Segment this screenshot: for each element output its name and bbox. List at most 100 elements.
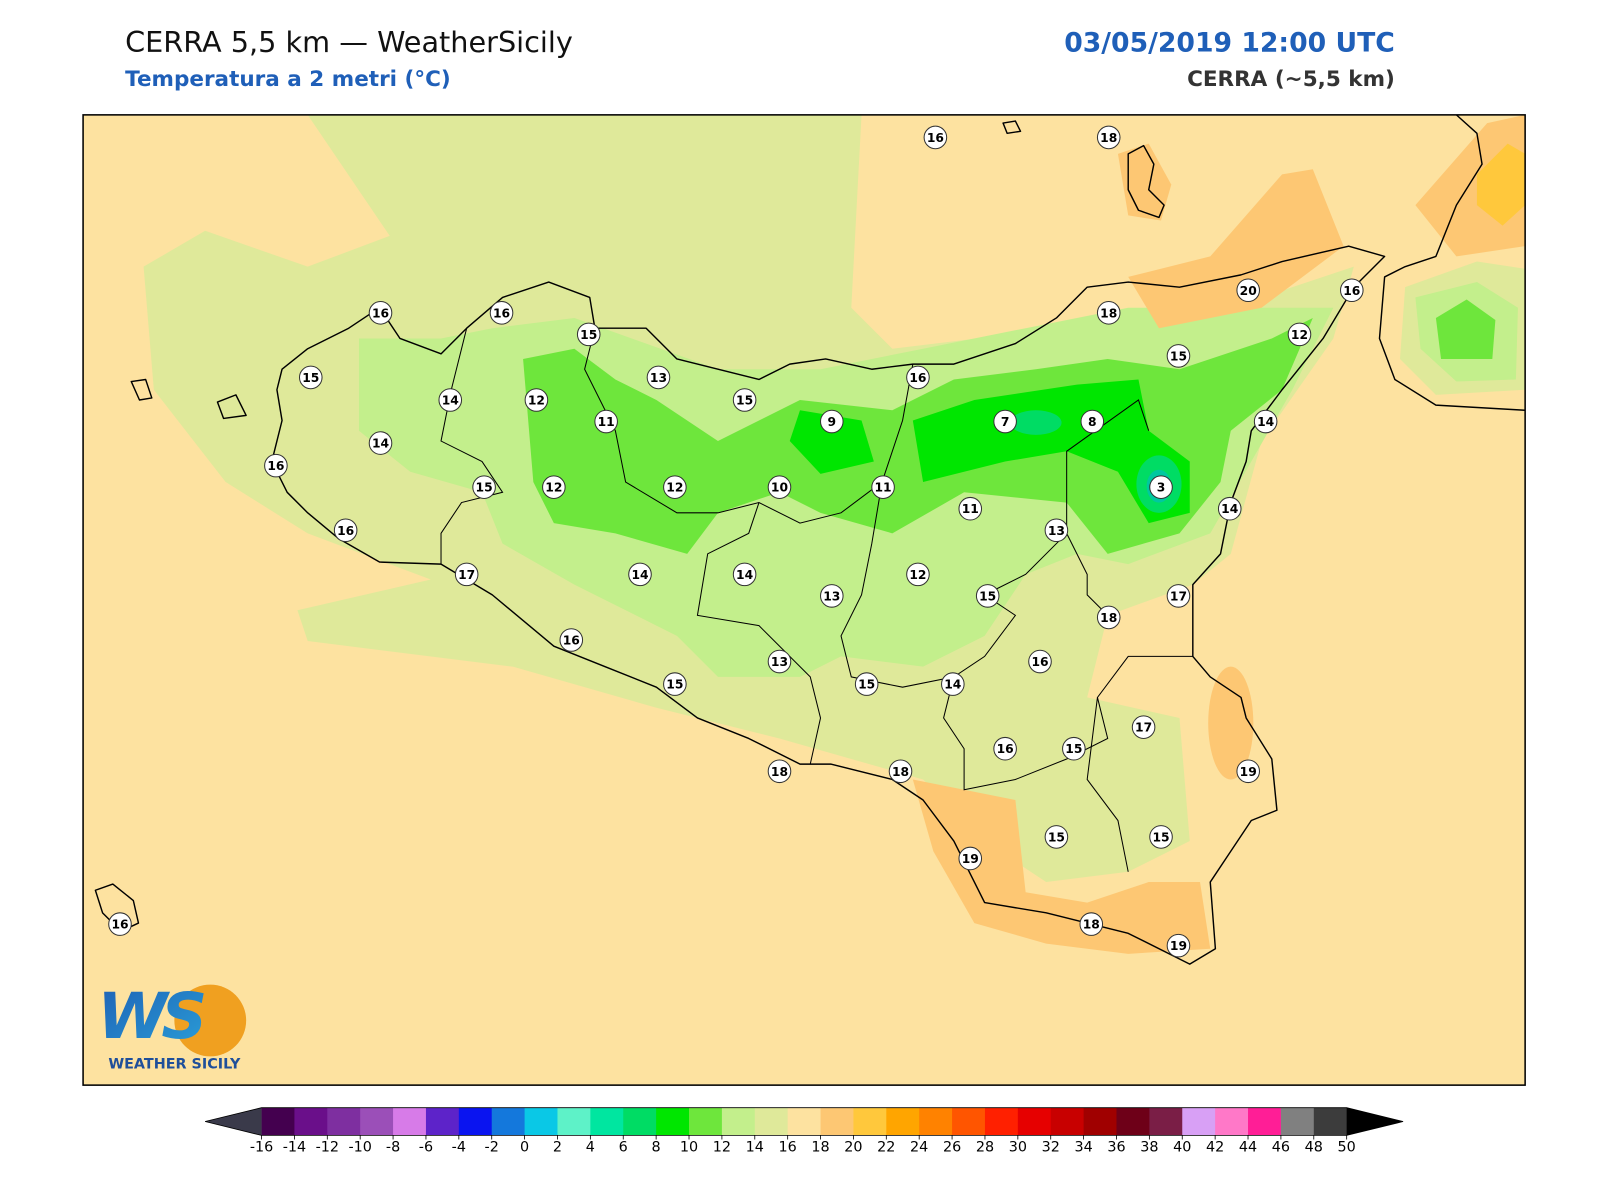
colorbar-tick-label: 12: [713, 1140, 731, 1156]
station: 16: [264, 453, 288, 478]
station: 16: [108, 912, 132, 936]
station-marker: [559, 628, 584, 652]
station-value: 12: [909, 568, 926, 582]
province-border: [840, 399, 1150, 688]
station-marker: [368, 431, 393, 455]
station: 19: [958, 846, 983, 871]
station-value: 17: [1170, 589, 1187, 603]
station-marker: [1236, 278, 1260, 303]
station-marker: [1131, 715, 1156, 739]
station-marker: [438, 388, 463, 412]
station-value: 16: [1343, 284, 1360, 298]
station-marker: [1028, 649, 1052, 674]
colorbar-segment: [261, 1107, 295, 1136]
station: 13: [646, 365, 671, 390]
station-marker: [732, 388, 757, 412]
station-value: 19: [962, 852, 979, 866]
station-marker: [663, 475, 687, 499]
station-marker: [958, 846, 983, 871]
station: 16: [333, 518, 358, 543]
colorbar-segment: [1215, 1107, 1249, 1136]
station-marker: [646, 365, 671, 390]
station-value: 18: [771, 765, 788, 779]
station-marker: [1339, 278, 1364, 303]
station-value: 7: [1001, 415, 1010, 429]
station: 14: [438, 388, 463, 412]
station-value: 18: [1100, 306, 1117, 320]
station: 15: [472, 475, 496, 499]
field-18-20: [1208, 666, 1254, 780]
colorbar-segment: [557, 1107, 591, 1136]
station-value: 9: [828, 415, 837, 429]
colorbar-tick-label: -12: [316, 1140, 339, 1156]
subtitle: Temperatura a 2 metri (°C): [125, 67, 451, 92]
colorbar-tick-label: -16: [250, 1140, 273, 1156]
station-value: 14: [1257, 415, 1274, 429]
station-value: 15: [1065, 742, 1082, 756]
station-marker: [628, 562, 652, 587]
colorbar-segment: [1248, 1107, 1282, 1136]
colorbar-tick-label: -6: [419, 1140, 433, 1156]
station-value: 14: [944, 678, 961, 692]
station-marker: [1096, 125, 1121, 150]
station: 19: [1236, 759, 1260, 784]
station: 14: [732, 562, 757, 587]
station-marker: [906, 365, 930, 390]
colorbar-segment: [919, 1107, 953, 1136]
station-value: 18: [1083, 918, 1100, 932]
province-border: [1066, 533, 1109, 616]
colorbar-segment: [656, 1107, 690, 1136]
station: 15: [576, 322, 601, 347]
colorbar-tick-label: 48: [1305, 1140, 1323, 1156]
station: 16: [489, 301, 514, 325]
station-value: 16: [997, 742, 1014, 756]
colorbar-tick-label: 28: [976, 1140, 994, 1156]
station-value: 10: [771, 481, 788, 495]
colorbar-segment: [491, 1107, 526, 1136]
colorbar-tick-label: 4: [586, 1140, 595, 1156]
colorbar-segment: [294, 1107, 328, 1136]
station: 11: [958, 496, 983, 521]
station-marker: [298, 365, 323, 390]
station-value: 14: [736, 568, 753, 582]
station: 12: [663, 475, 687, 499]
colorbar-segment: [952, 1107, 986, 1136]
station-marker: [1217, 496, 1242, 521]
station: 15: [1149, 825, 1173, 849]
station: 20: [1236, 278, 1260, 303]
colorbar-segment: [1050, 1107, 1085, 1136]
colorbar-tick-label: -4: [452, 1140, 466, 1156]
station-marker: [906, 562, 930, 587]
province-border: [696, 502, 822, 765]
title: CERRA 5,5 km — WeatherSicily: [125, 25, 573, 59]
station-value: 15: [1152, 830, 1169, 844]
station: 12: [542, 475, 566, 499]
station: 8: [1080, 409, 1105, 434]
colorbar-segment: [458, 1107, 493, 1136]
field-18-20: [1117, 143, 1172, 221]
station-value: 15: [1048, 830, 1065, 844]
station-value: 13: [1048, 524, 1065, 538]
station-marker: [1079, 912, 1104, 936]
station-value: 16: [372, 306, 389, 320]
colorbar-tick-label: 26: [943, 1140, 961, 1156]
station-marker: [264, 453, 288, 478]
field-8-10: [912, 379, 1190, 524]
station: 14: [368, 431, 393, 455]
station-marker: [767, 649, 792, 674]
colorbar-tick-label: 44: [1239, 1140, 1257, 1156]
station-value: 13: [650, 371, 667, 385]
colorbar-tick-label: 20: [844, 1140, 862, 1156]
colorbar-tick-label: 22: [877, 1140, 895, 1156]
station-marker: [368, 301, 393, 325]
station: 15: [732, 388, 757, 412]
station-value: 15: [1170, 349, 1187, 363]
logo-mark: WS: [97, 979, 204, 1053]
station: 17: [454, 562, 479, 587]
station-marker: [1236, 759, 1260, 784]
station: 17: [1131, 715, 1156, 739]
station-marker: [472, 475, 496, 499]
model-label: CERRA (~5,5 km): [1187, 67, 1395, 92]
station-marker: [854, 672, 879, 696]
station: 17: [1166, 584, 1191, 608]
